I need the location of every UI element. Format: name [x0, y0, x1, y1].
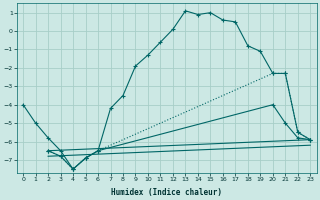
X-axis label: Humidex (Indice chaleur): Humidex (Indice chaleur) [111, 188, 222, 197]
